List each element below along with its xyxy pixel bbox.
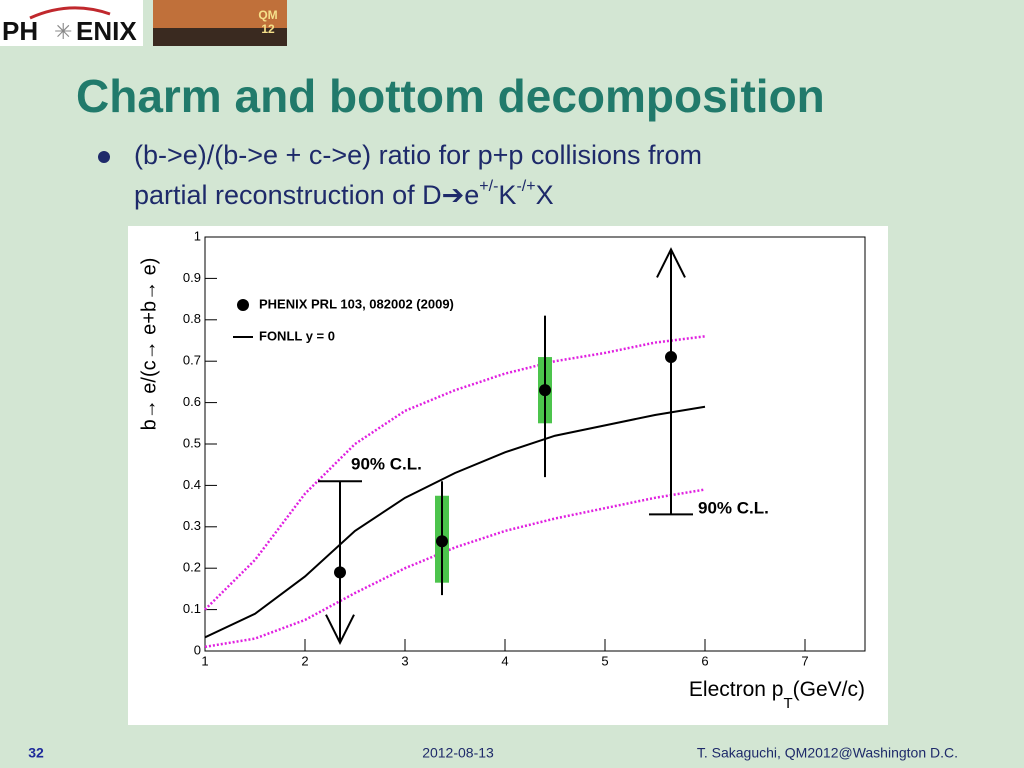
footer-author: T. Sakaguchi, QM2012@Washington D.C. xyxy=(697,745,958,761)
plot-panel xyxy=(128,226,888,725)
footer-date: 2012-08-13 xyxy=(422,745,494,761)
band-upper xyxy=(204,335,706,611)
y-tick-label: 0.9 xyxy=(183,270,201,285)
legend-label: PHENIX PRL 103, 082002 (2009) xyxy=(259,296,454,311)
arrow-head xyxy=(325,614,355,645)
slide-title: Charm and bottom decomposition xyxy=(76,70,825,122)
logo-text: ENIX xyxy=(76,16,137,46)
page-number: 32 xyxy=(28,745,44,761)
data-point xyxy=(539,384,551,397)
x-axis-label: Electron pT(GeV/c) xyxy=(689,678,865,712)
y-axis-label: b→ e/(c→ e+b→ e) xyxy=(138,258,160,431)
badge-text: 12 xyxy=(261,22,275,36)
x-axis-label: (GeV/c) xyxy=(793,678,865,701)
arrow-head xyxy=(656,247,686,278)
bullet-sup: -/+ xyxy=(516,178,535,195)
data-point xyxy=(665,351,677,364)
fonll-line xyxy=(204,405,706,639)
legend-marker xyxy=(237,299,249,311)
data-point xyxy=(334,566,346,579)
bullet-text: partial reconstruction of D➔e+/-K-/+X xyxy=(134,178,554,210)
x-tick-label: 7 xyxy=(801,653,808,668)
bullet-text: partial reconstruction of D xyxy=(134,180,442,210)
bullet-text: X xyxy=(536,180,554,210)
bullet-arrow: ➔ xyxy=(442,180,465,210)
y-tick-label: 0.4 xyxy=(183,477,201,492)
bullet-text: e xyxy=(464,180,479,210)
data-point xyxy=(436,535,448,548)
logo-swoosh xyxy=(29,6,111,20)
annotation: 90% C.L. xyxy=(698,498,769,517)
bullet-text: K xyxy=(498,180,516,210)
x-axis-label-sub: T xyxy=(783,695,792,712)
x-tick-label: 6 xyxy=(701,653,708,668)
logo-text: PH xyxy=(2,16,38,46)
x-axis-label: Electron p xyxy=(689,678,784,701)
bullet-text: (b->e)/(b->e + c->e) ratio for p+p colli… xyxy=(134,140,702,170)
y-tick-label: 0 xyxy=(194,642,201,657)
legend-label: FONLL y = 0 xyxy=(259,328,335,343)
annotation: 90% C.L. xyxy=(351,454,422,473)
logo-star: ✳ xyxy=(54,19,72,44)
y-tick-label: 0.8 xyxy=(183,311,201,326)
x-tick-label: 4 xyxy=(501,653,508,668)
y-tick-label: 0.2 xyxy=(183,560,201,575)
y-tick-label: 1 xyxy=(194,228,201,243)
x-tick-label: 1 xyxy=(201,653,208,668)
y-tick-label: 0.5 xyxy=(183,435,201,450)
y-tick-label: 0.7 xyxy=(183,353,201,368)
x-tick-label: 2 xyxy=(301,653,308,668)
y-tick-label: 0.3 xyxy=(183,518,201,533)
bullet-dot xyxy=(98,151,110,163)
x-tick-label: 5 xyxy=(601,653,608,668)
x-tick-label: 3 xyxy=(401,653,408,668)
y-tick-label: 0.1 xyxy=(183,601,201,616)
badge-image xyxy=(153,28,287,46)
badge-text: QM xyxy=(258,8,277,22)
y-tick-label: 0.6 xyxy=(183,394,201,409)
bullet-sup: +/- xyxy=(479,178,498,195)
plot: 1 2 3 4 5 6 7 0 0.1 0.2 0.3 0.4 0.5 0.6 0.7 0.8 0.9 1 PHEN… xyxy=(183,228,809,668)
